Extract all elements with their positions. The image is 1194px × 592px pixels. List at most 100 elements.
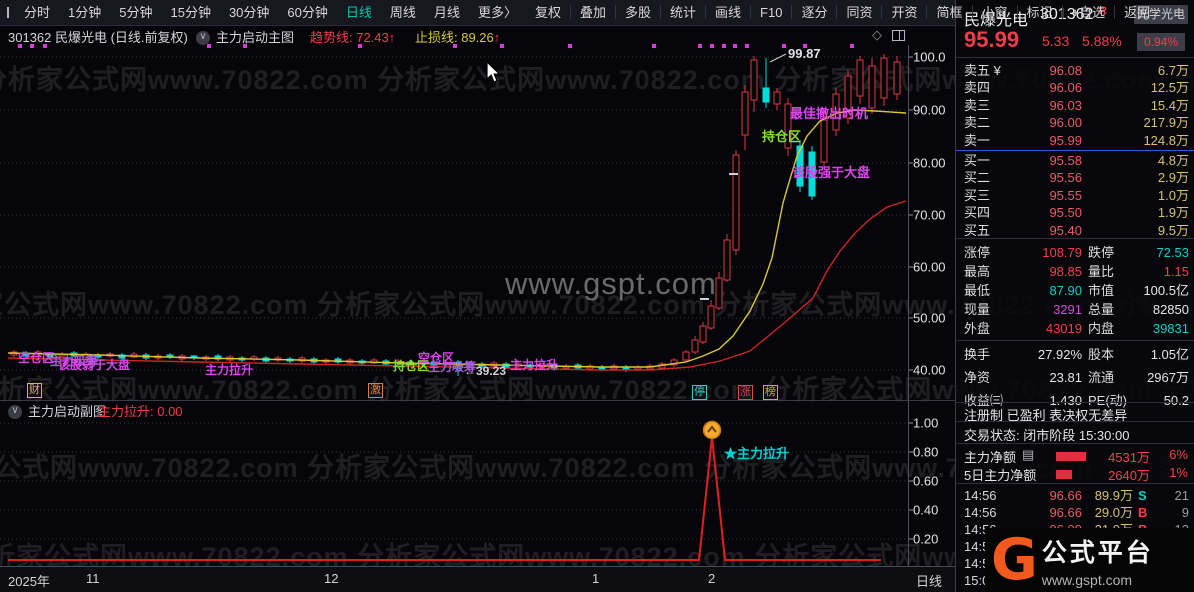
stat-cell: 跌停 <box>1088 245 1115 260</box>
flow5-value: 2640万 <box>1108 468 1150 483</box>
period-tab-30分钟[interactable]: 30分钟 <box>228 5 270 20</box>
ask-price: 96.00 <box>1049 115 1082 131</box>
menu-divider <box>614 5 616 19</box>
sub-indicator-value: 主力拉升: 0.00 <box>98 404 183 419</box>
main-flow-pct: 6% <box>1169 447 1188 462</box>
period-tab-月线[interactable]: 月线 <box>433 5 460 20</box>
bid-level: 买二 <box>964 170 991 186</box>
tool-button-多股[interactable]: 多股 <box>624 5 651 20</box>
divider <box>956 402 1194 403</box>
stat-cell: 1.430 <box>1049 393 1082 408</box>
split-window-icon[interactable] <box>892 29 905 44</box>
stat-row: 最高 98.85 量比 1.15 <box>956 263 1194 280</box>
stock-code: 301362 <box>1040 6 1094 23</box>
bid-level: 买三 <box>964 187 991 203</box>
sub-indicator-name[interactable]: 主力启动副图 <box>28 404 107 419</box>
divider <box>956 443 1194 444</box>
stat-cell: 3291 <box>1053 302 1082 317</box>
detail-list-icon[interactable]: ▤ <box>1022 447 1035 462</box>
menu-divider <box>1061 5 1063 19</box>
stat-row: 外盘 43019 内盘 39831 <box>956 320 1194 337</box>
stat-cell: 1.15 <box>1163 264 1189 279</box>
tool-button-复权[interactable]: 复权 <box>534 5 561 20</box>
indicator-axis-label: 0.80 <box>913 444 939 460</box>
tool-button-标记[interactable]: 标记 <box>1026 5 1053 20</box>
bid-price: 95.50 <box>1049 205 1082 221</box>
indicator-axis-label: 0.40 <box>913 502 939 518</box>
menu-divider <box>926 5 928 19</box>
tool-button-开资[interactable]: 开资 <box>891 5 918 20</box>
stat-cell: 87.90 <box>1049 283 1082 298</box>
ask-price: 96.08 <box>1049 63 1082 78</box>
stat-cell: 1.05亿 <box>1150 347 1189 362</box>
tape-cell: S <box>1138 488 1147 503</box>
price-axis-label: 70.00 <box>913 207 946 223</box>
tool-button-逐分[interactable]: 逐分 <box>801 5 828 20</box>
price-axis-label: 100.0 <box>913 49 946 65</box>
tool-button-同资[interactable]: 同资 <box>846 5 873 20</box>
bid-row: 买三 95.55 1.0万 <box>956 187 1194 204</box>
menu-divider <box>1016 5 1018 19</box>
sector-tag[interactable]: 光学光电 <box>1134 5 1188 24</box>
sub-indicator-dropdown-icon[interactable]: ∨ <box>8 401 22 419</box>
flow5-label: 5日主力净额 <box>964 468 1037 483</box>
tape-cell: 15:0 <box>964 573 990 588</box>
tool-button-+自选[interactable]: +自选 <box>1071 5 1106 20</box>
tool-button-小窗[interactable]: 小窗 <box>981 5 1008 20</box>
bid-volume: 2.9万 <box>1157 170 1189 186</box>
stop-line-readout: 止损线: 89.26↑ <box>415 30 501 45</box>
menu-divider <box>1114 5 1116 19</box>
period-tab-更多〉[interactable]: 更多〉 <box>477 5 517 20</box>
tool-button-画线[interactable]: 画线 <box>715 5 742 20</box>
price-axis-label: 50.00 <box>913 310 946 326</box>
tool-button-统计[interactable]: 统计 <box>670 5 697 20</box>
stat-cell: 股本 <box>1088 347 1115 362</box>
stat-cell: 换手 <box>964 347 991 362</box>
panel-divider[interactable] <box>0 400 955 401</box>
ask-volume: 12.5万 <box>1150 80 1189 96</box>
menu-divider <box>881 5 883 19</box>
period-tab-15分钟[interactable]: 15分钟 <box>170 5 211 20</box>
bid-row: 买二 95.56 2.9万 <box>956 169 1194 186</box>
menu-divider <box>569 5 571 19</box>
period-tab-日线[interactable]: 日线 <box>345 5 372 20</box>
sector-change-pct: 0.94% <box>1137 33 1185 51</box>
bid-price: 95.58 <box>1049 153 1082 168</box>
last-price: 95.99 <box>964 27 1020 52</box>
stat-cell: 108.79 <box>1042 245 1082 260</box>
window-layout-icon[interactable] <box>7 7 9 18</box>
stat-row: 现量 3291 总量 82850 <box>956 301 1194 318</box>
stat-row: 换手 27.92% 股本 1.05亿 <box>956 346 1194 363</box>
main-indicator-name[interactable]: 主力启动主图 <box>216 30 295 45</box>
period-tab-周线[interactable]: 周线 <box>389 5 416 20</box>
period-tab-分时[interactable]: 分时 <box>24 5 51 20</box>
stat-cell: 现量 <box>964 302 991 317</box>
period-tab-5分钟[interactable]: 5分钟 <box>119 5 153 20</box>
diamond-icon[interactable]: ◇ <box>872 27 882 42</box>
tape-cell: 96.66 <box>1049 505 1082 520</box>
divider <box>956 483 1194 484</box>
ask-volume: 6.7万 <box>1157 63 1189 78</box>
ask-level: 卖三 <box>964 97 991 113</box>
flow-bar <box>1056 452 1086 461</box>
indicator-axis-label: 1.00 <box>913 415 939 431</box>
tape-cell: 14:56 <box>964 505 997 520</box>
logo-url: www.gspt.com <box>1041 571 1133 588</box>
tool-button-叠加[interactable]: 叠加 <box>579 5 606 20</box>
bid-level: 买五 <box>964 222 991 238</box>
stat-cell: 量比 <box>1088 264 1115 279</box>
ask-volume: 217.9万 <box>1143 115 1189 131</box>
stat-cell: 23.81 <box>1049 370 1082 385</box>
tool-button-返回[interactable]: 返回 <box>1124 5 1151 20</box>
center-watermark: www.gspt.com <box>505 266 717 301</box>
tape-cell: 21 <box>1174 488 1189 503</box>
stat-row: 最低 87.90 市值 100.5亿 <box>956 282 1194 299</box>
indicator-dropdown-icon[interactable]: ∨ <box>196 27 210 45</box>
tool-button-简框[interactable]: 简框 <box>936 5 963 20</box>
period-tab-1分钟[interactable]: 1分钟 <box>68 5 102 20</box>
bid-volume: 9.5万 <box>1157 222 1189 238</box>
stat-cell: 72.53 <box>1156 245 1189 260</box>
period-tab-60分钟[interactable]: 60分钟 <box>287 5 328 20</box>
tool-button-F10[interactable]: F10 <box>760 5 783 20</box>
